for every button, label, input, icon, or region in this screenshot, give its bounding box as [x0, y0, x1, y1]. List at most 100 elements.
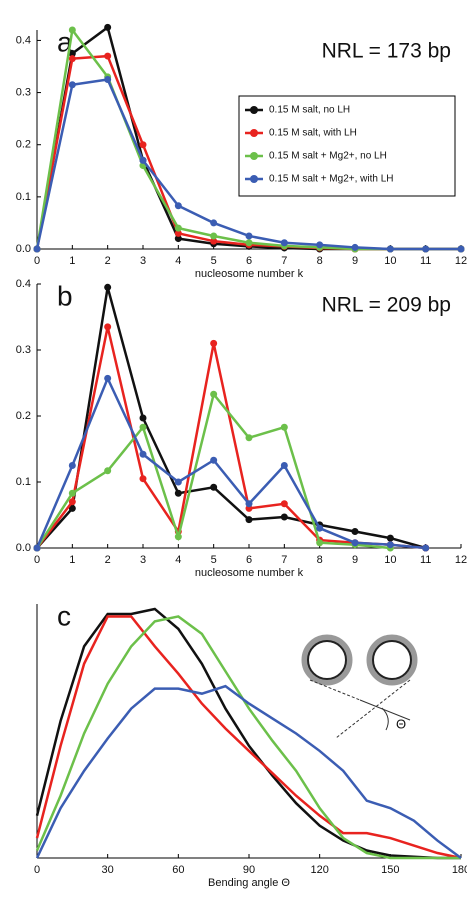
- x-tick-label: 60: [172, 864, 184, 876]
- marker: [422, 544, 430, 552]
- x-tick-label: 2: [105, 255, 111, 267]
- x-tick-label: 1: [69, 255, 75, 267]
- marker: [68, 55, 76, 63]
- marker: [174, 478, 182, 486]
- marker: [33, 245, 41, 253]
- marker: [210, 456, 218, 464]
- marker: [386, 245, 394, 253]
- marker: [174, 224, 182, 232]
- legend-marker: [250, 106, 258, 114]
- marker: [104, 374, 112, 382]
- annotation: NRL = 209 bp: [322, 294, 451, 317]
- y-tick-label: 0.3: [16, 86, 31, 98]
- series-line: [35, 684, 462, 860]
- series-line: [36, 286, 427, 550]
- legend-label: 0.15 M salt + Mg2+, with LH: [269, 174, 394, 185]
- y-tick-label: 0.4: [16, 278, 31, 290]
- x-tick-label: 3: [140, 255, 146, 267]
- x-tick-label: 10: [384, 255, 396, 267]
- x-tick-label: 8: [317, 554, 323, 566]
- series-line: [35, 375, 426, 550]
- marker: [457, 245, 465, 253]
- marker: [174, 229, 182, 237]
- x-tick-label: 2: [105, 554, 111, 566]
- x-axis-label: nucleosome number k: [195, 567, 304, 579]
- marker: [210, 219, 218, 227]
- x-tick-label: 7: [281, 255, 287, 267]
- legend-marker: [250, 175, 258, 183]
- marker: [68, 81, 76, 89]
- marker: [210, 232, 218, 240]
- marker: [139, 414, 147, 422]
- x-tick-label: 4: [175, 255, 181, 267]
- legend-marker: [250, 152, 258, 160]
- series-line: [35, 607, 461, 860]
- x-tick-label: 9: [352, 554, 358, 566]
- marker: [174, 533, 182, 541]
- marker: [104, 23, 112, 31]
- marker: [104, 52, 112, 60]
- x-tick-label: 11: [420, 255, 431, 267]
- x-tick-label: 0: [34, 554, 40, 566]
- marker: [68, 49, 76, 57]
- y-tick-label: 0.1: [16, 476, 31, 488]
- x-tick-label: 6: [246, 255, 252, 267]
- marker: [68, 489, 76, 497]
- marker: [280, 239, 288, 247]
- marker: [245, 500, 253, 508]
- x-tick-label: 10: [384, 554, 396, 566]
- marker: [280, 513, 288, 521]
- marker: [104, 283, 112, 291]
- inset-diagram: [301, 634, 418, 739]
- marker: [174, 235, 182, 243]
- y-tick-label: 0.2: [16, 410, 31, 422]
- x-tick-label: 0: [34, 864, 40, 876]
- marker: [104, 467, 112, 475]
- x-tick-label: 12: [455, 255, 467, 267]
- legend-box: [238, 95, 456, 197]
- x-tick-label: 1: [69, 554, 75, 566]
- marker: [33, 544, 41, 552]
- marker: [280, 423, 288, 431]
- marker: [139, 423, 147, 431]
- x-tick-label: 8: [317, 255, 323, 267]
- annotation: NRL = 173 bp: [322, 40, 451, 63]
- x-tick-label: 9: [352, 255, 358, 267]
- x-tick-label: 6: [246, 554, 252, 566]
- marker: [68, 26, 76, 34]
- marker: [174, 202, 182, 210]
- legend-label: 0.15 M salt + Mg2+, no LH: [269, 151, 387, 162]
- marker: [316, 524, 324, 532]
- x-tick-label: 150: [381, 864, 399, 876]
- marker: [386, 534, 394, 542]
- marker: [68, 504, 76, 512]
- marker: [174, 489, 182, 497]
- marker: [210, 237, 218, 245]
- x-axis-label: nucleosome number k: [195, 268, 304, 280]
- marker: [210, 339, 218, 347]
- marker: [245, 434, 253, 442]
- marker: [245, 516, 253, 524]
- x-tick-label: 11: [420, 554, 431, 566]
- marker: [245, 232, 253, 240]
- marker: [139, 450, 147, 458]
- legend-label: 0.15 M salt, no LH: [269, 105, 350, 116]
- x-tick-label: 120: [310, 864, 328, 876]
- series-line: [35, 615, 461, 860]
- x-tick-label: 0: [34, 255, 40, 267]
- x-tick-label: 90: [243, 864, 255, 876]
- marker: [104, 323, 112, 331]
- y-tick-label: 0.1: [16, 191, 31, 203]
- marker: [245, 239, 253, 247]
- panel-label: c: [57, 600, 71, 631]
- marker: [422, 245, 430, 253]
- panel-label: b: [57, 280, 73, 311]
- marker: [104, 76, 112, 84]
- x-tick-label: 7: [281, 554, 287, 566]
- marker: [351, 528, 359, 535]
- marker: [210, 390, 218, 398]
- x-axis-label: Bending angle Θ: [208, 877, 290, 889]
- y-tick-label: 0.3: [16, 344, 31, 356]
- x-tick-label: 4: [175, 554, 181, 566]
